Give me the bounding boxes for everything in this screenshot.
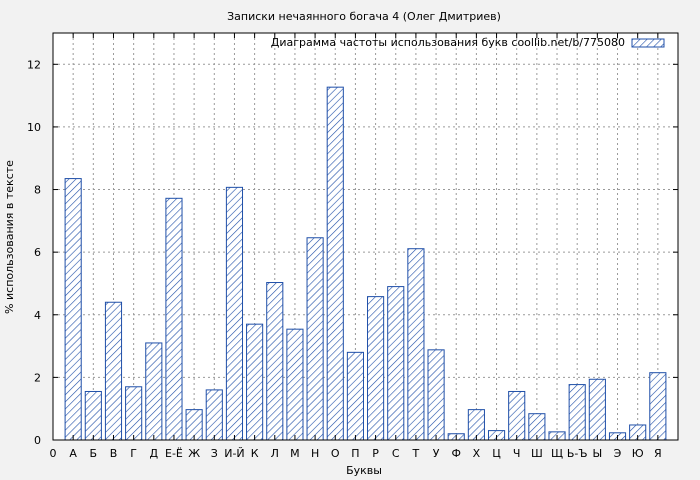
x-tick-label: С [392,447,400,460]
bar-Е-Ё [165,197,183,441]
x-tick-label: Ю [632,447,644,460]
legend: Диаграмма частоты использования букв coo… [271,36,665,49]
x-tick-label: Л [271,447,279,460]
legend-swatch [631,38,665,48]
x-axis-label: Буквы [346,464,382,477]
x-tick-label: Я [654,447,662,460]
bar-Б [84,390,102,441]
x-tick-label: Ы [592,447,602,460]
x-tick-label: Щ [551,447,563,460]
bar-Г [125,386,143,441]
x-tick-label: Ц [492,447,501,460]
x-tick-label: Ж [188,447,200,460]
x-tick-label: К [251,447,259,460]
x-tick-label: Н [311,447,319,460]
legend-label: Диаграмма частоты использования букв coo… [271,36,625,49]
bar-У [427,349,445,441]
bar-Ч [508,390,526,441]
x-tick-label: Т [412,447,420,460]
x-tick-label: Ь-Ъ [567,447,588,460]
chart-title: Записки нечаянного богача 4 (Олег Дмитри… [227,10,501,23]
bar-Т [407,248,425,441]
bar-М [286,328,304,441]
x-tick-label: З [211,447,218,460]
x-tick-label: Б [90,447,98,460]
y-tick-label: 10 [27,121,41,134]
bar-З [205,389,223,441]
plot-frame [52,32,679,441]
x-tick-label: Ч [513,447,521,460]
x-tick-label: Ф [451,447,460,460]
x-tick-label: О [331,447,340,460]
bar-Д [145,342,163,441]
x-tick-label: М [290,447,300,460]
y-tick-label: 0 [34,434,41,447]
bar-К [246,323,264,441]
bar-П [346,351,364,441]
bar-В [104,301,123,441]
x-tick-label: У [433,447,440,460]
y-tick-label: 6 [34,246,41,259]
x-tick-label: П [351,447,359,460]
x-tick-label: Е-Ё [165,447,183,460]
x-tick-label: 0 [50,447,57,460]
y-tick-label: 4 [34,309,41,322]
bar-Ы [588,378,606,441]
y-tick-label: 8 [34,184,41,197]
bar-С [387,286,405,441]
bar-Л [266,282,284,441]
bar-О [326,86,344,441]
x-tick-label: В [110,447,118,460]
bar-Р [367,296,385,441]
bar-А [64,178,82,441]
x-tick-label: Э [614,447,622,460]
x-tick-label: И-Й [224,447,244,460]
y-tick-label: 12 [27,58,41,71]
x-tick-label: А [69,447,77,460]
grid [53,33,678,440]
bar-Н [306,237,324,441]
x-tick-label: Р [372,447,379,460]
x-tick-label: Ш [531,447,543,460]
x-tick-label: Д [150,447,159,460]
x-tick-label: Г [130,447,137,460]
x-tick-label: Х [473,447,481,460]
y-axis-label: % использования в тексте [3,160,16,314]
bar-Ь-Ъ [568,384,586,441]
bar-И-Й [225,186,244,441]
bar-Я [649,372,667,441]
y-tick-label: 2 [34,371,41,384]
